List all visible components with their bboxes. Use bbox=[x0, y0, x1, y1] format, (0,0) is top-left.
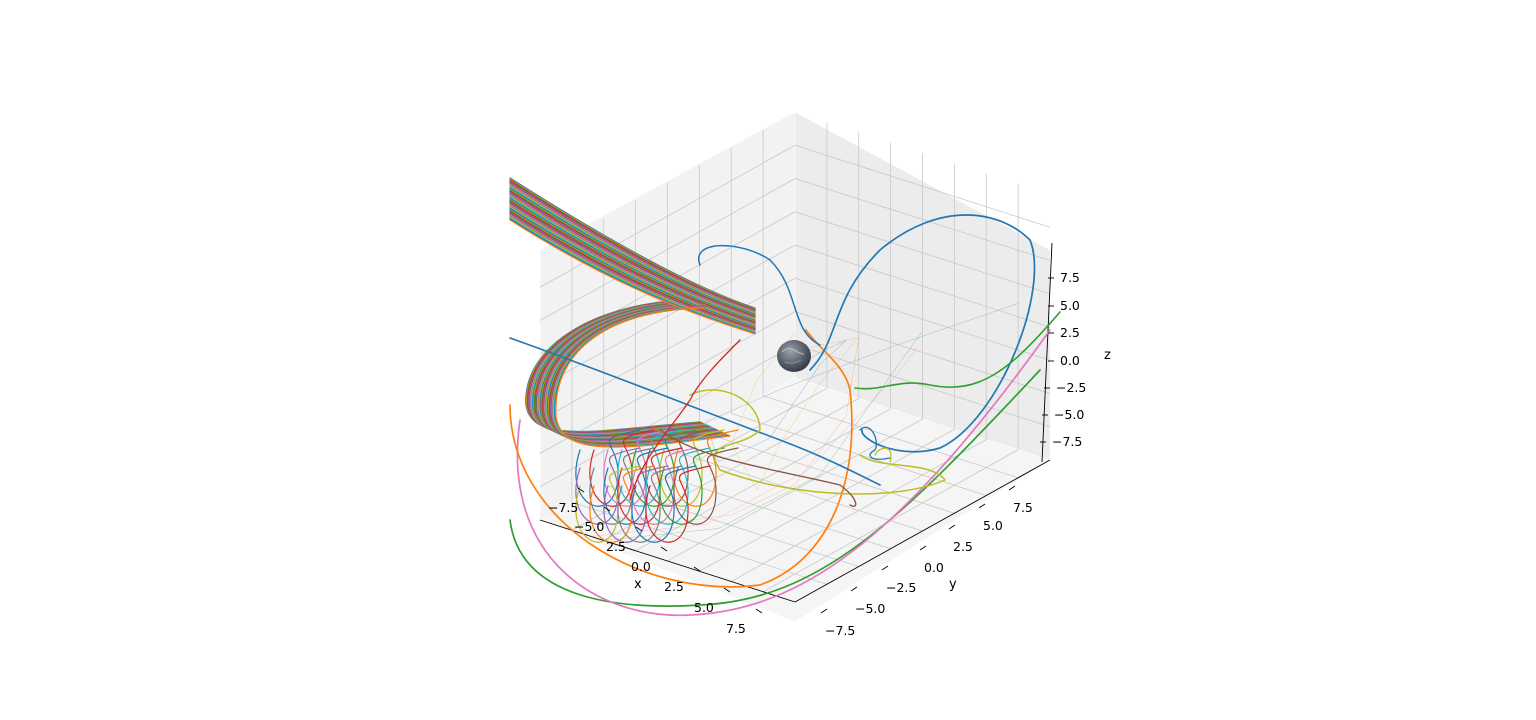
trajectory-loop bbox=[645, 465, 711, 543]
trajectory-loop bbox=[631, 465, 697, 543]
trajectory-loop bbox=[659, 447, 725, 525]
y-axis-ticks: −7.5−5.0−2.5 0.0 2.5 5.0 7.5 bbox=[820, 485, 1033, 638]
trajectory-line bbox=[509, 219, 756, 448]
gridline bbox=[699, 428, 955, 572]
series-line bbox=[730, 332, 860, 491]
gridline bbox=[539, 178, 796, 321]
series-line bbox=[705, 303, 1019, 463]
x-tick-mark bbox=[635, 526, 643, 532]
series-line bbox=[641, 337, 860, 527]
trajectory-line bbox=[874, 447, 892, 463]
trajectory-line bbox=[629, 339, 741, 501]
trajectory-loop bbox=[617, 465, 683, 543]
z-axis-ticks: 7.5 5.0 2.5 0.0 −2.5 −5.0 −7.5 bbox=[1040, 270, 1086, 449]
x-tick-mark bbox=[660, 546, 668, 552]
z-tick-label: 7.5 bbox=[1060, 270, 1080, 285]
x-tick-mark bbox=[723, 587, 731, 593]
gridline bbox=[762, 449, 1019, 593]
trajectory-loop bbox=[673, 447, 739, 525]
trajectory-loop bbox=[645, 447, 711, 525]
x-tick-mark bbox=[693, 566, 701, 572]
x-axis-ticks: −7.5−5.02.50.02.55.07.5 bbox=[548, 487, 763, 636]
gridline bbox=[794, 211, 1051, 295]
trajectory-loop bbox=[659, 429, 725, 507]
trajectory-loop bbox=[673, 429, 739, 507]
y-tick-label: −5.0 bbox=[855, 601, 885, 616]
y-tick-mark bbox=[978, 503, 986, 509]
y-tick-mark bbox=[948, 524, 956, 530]
z-tick-label: 2.5 bbox=[1060, 325, 1080, 340]
x-tick-mark bbox=[755, 608, 763, 614]
y-tick-mark bbox=[919, 545, 927, 551]
z-tick-label: −2.5 bbox=[1056, 380, 1086, 395]
trajectory-line bbox=[509, 337, 881, 486]
x-tick-mark bbox=[577, 487, 585, 493]
gridline bbox=[539, 244, 796, 388]
earth-sphere bbox=[777, 340, 811, 372]
y-tick-label: −2.5 bbox=[886, 580, 916, 595]
series-line bbox=[603, 331, 923, 541]
y-axis-label: y bbox=[949, 577, 957, 592]
y-tick-mark bbox=[820, 608, 828, 614]
gridline bbox=[794, 244, 1051, 328]
z-axis-label: z bbox=[1104, 348, 1111, 363]
gridline bbox=[794, 178, 1051, 261]
trajectory-line bbox=[659, 429, 857, 507]
x-tick-mark bbox=[603, 506, 611, 512]
y-tick-mark bbox=[850, 586, 858, 592]
x-tick-label: 2.5 bbox=[664, 579, 684, 594]
trajectory-line bbox=[689, 389, 946, 495]
trajectory-line bbox=[854, 311, 1061, 390]
y-tick-label: 5.0 bbox=[983, 518, 1003, 533]
gridline bbox=[635, 466, 891, 550]
gridline bbox=[539, 144, 796, 288]
z-tick-label: −5.0 bbox=[1054, 407, 1084, 422]
y-tick-label: 7.5 bbox=[1013, 500, 1033, 515]
trajectories bbox=[509, 177, 1061, 617]
trajectory-line bbox=[859, 426, 891, 460]
y-tick-mark bbox=[881, 565, 889, 571]
x-tick-label: 5.0 bbox=[694, 600, 714, 615]
series-line bbox=[590, 348, 917, 537]
trajectory-line bbox=[697, 244, 821, 346]
y-tick-label: 0.0 bbox=[924, 560, 944, 575]
z-tick-label: 5.0 bbox=[1060, 298, 1080, 313]
x-tick-label: 2.5 bbox=[606, 539, 626, 554]
trajectory-line bbox=[516, 329, 1051, 617]
z-axis-line bbox=[1041, 242, 1053, 463]
gridline bbox=[731, 439, 987, 582]
y-tick-mark bbox=[1008, 485, 1016, 491]
x-tick-label: 7.5 bbox=[726, 621, 746, 636]
x-axis-line bbox=[794, 459, 1051, 603]
y-tick-label: 2.5 bbox=[953, 539, 973, 554]
x-tick-label: 0.0 bbox=[631, 559, 651, 574]
z-tick-label: −7.5 bbox=[1052, 434, 1082, 449]
gridline bbox=[794, 144, 1051, 228]
x-tick-label: −5.0 bbox=[574, 519, 604, 534]
trajectory-line bbox=[509, 369, 1041, 607]
trajectory-line bbox=[509, 329, 853, 588]
y-tick-label: −7.5 bbox=[825, 623, 855, 638]
x-axis-label: x bbox=[634, 577, 642, 592]
trajectory-line bbox=[809, 214, 1036, 453]
gridline bbox=[571, 501, 827, 585]
x-tick-label: −7.5 bbox=[548, 500, 578, 515]
z-tick-label: 0.0 bbox=[1060, 353, 1080, 368]
